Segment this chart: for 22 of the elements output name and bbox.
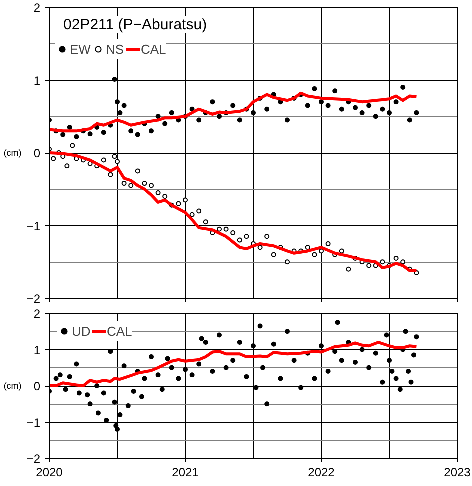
y-tick-label: −2 [26,452,41,466]
legend-label: CAL [107,324,132,338]
y-tick-label: 2 [34,307,41,321]
legend-label: EW [70,42,91,56]
legend-label: UD [72,324,92,338]
legend-label: NS [106,42,126,56]
y-tick-label: 2 [34,1,41,15]
y-tick-label: −1 [26,219,41,234]
y-axis-title: (cm) [4,381,22,391]
y-tick-label: −2 [26,292,41,306]
x-tick-label: 2022 [308,466,336,480]
x-tick-label: 2020 [36,466,64,480]
x-tick-label: 2023 [444,466,472,480]
y-tick-label: −1 [26,416,41,430]
legend-label: CAL [140,42,166,56]
y-tick-label: 1 [34,343,41,358]
text: 02P211 (P−Aburatsu) [64,16,208,34]
y-tick-label: 0 [34,380,41,394]
y-tick-label: 0 [34,146,41,160]
x-tick-label: 2021 [172,466,200,480]
y-axis-title: (cm) [4,148,22,158]
y-tick-label: 1 [34,74,41,88]
